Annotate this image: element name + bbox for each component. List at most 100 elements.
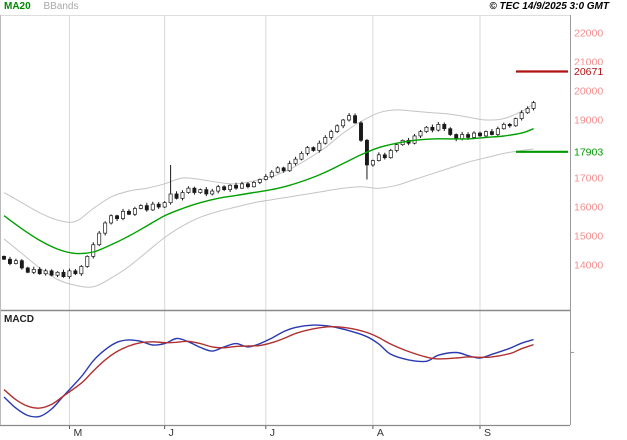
candle bbox=[37, 267, 42, 275]
candle-body bbox=[489, 131, 494, 135]
macd-lines bbox=[3, 324, 534, 418]
candle bbox=[168, 164, 173, 205]
candle-body bbox=[13, 260, 18, 264]
level-label: 20671 bbox=[574, 66, 603, 78]
candle bbox=[49, 269, 54, 277]
candle bbox=[394, 143, 399, 153]
candle-body bbox=[484, 131, 488, 137]
candle bbox=[507, 123, 512, 128]
candle bbox=[121, 208, 125, 221]
candle bbox=[525, 106, 530, 114]
candle-body bbox=[115, 215, 119, 219]
candle-body bbox=[138, 205, 143, 209]
candle-body bbox=[460, 134, 465, 140]
candle bbox=[150, 201, 155, 211]
bb_upper-curve bbox=[3, 103, 534, 223]
candle-body bbox=[382, 154, 387, 159]
legend-bbands: BBands bbox=[43, 1, 79, 12]
candle bbox=[174, 191, 179, 200]
candle bbox=[97, 230, 102, 247]
candle bbox=[19, 259, 24, 270]
month-label: A bbox=[377, 427, 384, 439]
candle-body bbox=[216, 186, 221, 192]
ma20-curve bbox=[3, 128, 534, 255]
candle-body bbox=[174, 193, 179, 199]
candle bbox=[162, 201, 167, 209]
candle-body bbox=[311, 147, 316, 151]
candle bbox=[376, 152, 381, 162]
y-tick-label: 16000 bbox=[574, 202, 603, 214]
candle-body bbox=[121, 211, 125, 219]
candle-body bbox=[370, 160, 375, 166]
y-tick-label: 19000 bbox=[574, 115, 603, 127]
candle bbox=[55, 271, 60, 278]
candle bbox=[2, 255, 6, 260]
candle-body bbox=[388, 150, 393, 159]
candle-body bbox=[251, 182, 256, 188]
y-tick-label: 17000 bbox=[574, 173, 603, 185]
candle bbox=[275, 166, 280, 174]
candle-body bbox=[281, 167, 286, 172]
candle-body bbox=[19, 260, 24, 269]
candle-body bbox=[323, 137, 328, 144]
candle-body bbox=[418, 131, 423, 137]
candle-body bbox=[305, 147, 310, 154]
candles-layer bbox=[2, 100, 536, 279]
candle bbox=[484, 130, 488, 138]
candle bbox=[335, 124, 340, 134]
candle bbox=[91, 242, 96, 259]
candle-body bbox=[8, 258, 12, 264]
candle-body bbox=[234, 184, 238, 189]
candle-body bbox=[269, 171, 274, 177]
candle-body bbox=[275, 167, 280, 173]
candle-body bbox=[55, 271, 60, 276]
candle-body bbox=[257, 179, 262, 183]
candle-body bbox=[525, 108, 530, 114]
candle-body bbox=[156, 203, 161, 208]
candle bbox=[156, 202, 161, 209]
candle bbox=[269, 170, 274, 179]
signal-curve bbox=[3, 325, 534, 409]
candle-body bbox=[501, 124, 506, 130]
month-label: S bbox=[484, 427, 491, 439]
candle-body bbox=[228, 184, 233, 190]
candle bbox=[126, 209, 131, 216]
candle bbox=[365, 138, 369, 180]
macd-curve bbox=[3, 324, 534, 418]
candle-body bbox=[246, 183, 250, 188]
candle bbox=[519, 110, 524, 121]
candle-body bbox=[317, 142, 322, 151]
candle-body bbox=[347, 115, 352, 121]
candle-body bbox=[436, 124, 441, 131]
candle bbox=[513, 117, 518, 127]
candle-body bbox=[192, 187, 197, 193]
candle bbox=[246, 182, 250, 189]
candle bbox=[382, 152, 387, 160]
candle-body bbox=[31, 269, 36, 273]
ma20-line bbox=[3, 128, 534, 255]
chart-legend: MA20 BBands bbox=[4, 0, 79, 14]
candle bbox=[430, 124, 435, 133]
candle bbox=[495, 126, 500, 137]
candle bbox=[198, 188, 203, 194]
bollinger-bands bbox=[3, 103, 534, 288]
candle bbox=[263, 174, 268, 181]
candle bbox=[281, 166, 286, 173]
candle bbox=[293, 156, 298, 166]
candle-body bbox=[49, 270, 54, 276]
candle bbox=[323, 135, 328, 145]
candle bbox=[454, 133, 459, 142]
candle-body bbox=[109, 215, 114, 224]
level-label: 17903 bbox=[574, 146, 603, 158]
candle bbox=[138, 204, 143, 210]
candle-body bbox=[293, 158, 298, 164]
candle bbox=[31, 266, 36, 275]
level-label-bg bbox=[572, 65, 608, 78]
candle bbox=[501, 122, 506, 130]
candle bbox=[73, 269, 78, 275]
candle-body bbox=[299, 153, 304, 160]
candle bbox=[257, 178, 262, 185]
candle bbox=[192, 186, 197, 195]
bb_lower-curve bbox=[3, 148, 534, 288]
